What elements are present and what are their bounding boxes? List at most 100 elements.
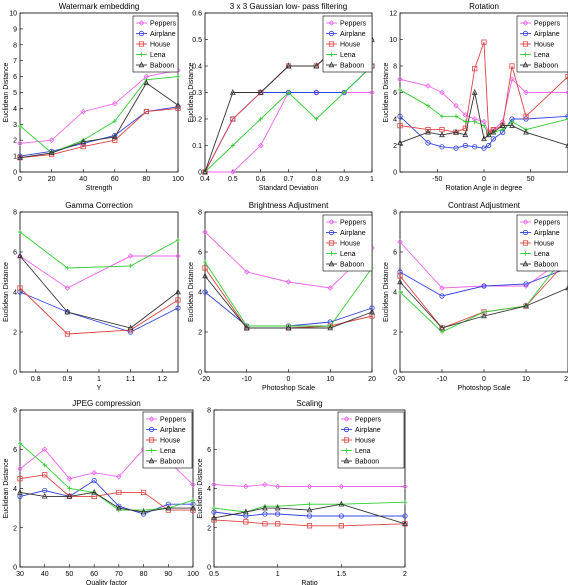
chart-title: Rotation: [469, 2, 499, 11]
data-point-baboon: [306, 506, 313, 513]
y-tick-label: 8: [393, 64, 397, 71]
legend-label: Airplane: [355, 427, 381, 434]
legend: Peppers Airplane House Lena Baboon: [516, 15, 568, 73]
data-point-lena: [453, 114, 459, 119]
y-tick-label: 4: [393, 117, 397, 124]
data-point-baboon: [80, 138, 87, 144]
chart-panel-8: Scaling 0 2 4 6 8 0.5 1 1.5 2 Ratio Euclidean Dista…: [197, 399, 408, 585]
y-tick-label: 8: [198, 210, 202, 217]
legend-marker: [522, 219, 529, 225]
data-point-lena: [258, 116, 263, 122]
data-point-peppers: [202, 229, 208, 235]
data-point-baboon: [64, 308, 71, 315]
data-point-airplane: [175, 305, 181, 311]
y-axis-label: Euclidean Distance: [188, 62, 195, 122]
y-tick-label: 10: [9, 11, 17, 18]
data-point-peppers: [285, 279, 292, 285]
data-point-lena: [211, 505, 217, 511]
series-line-baboon: [19, 255, 179, 329]
legend-label: House: [340, 42, 360, 49]
data-point-baboon: [425, 128, 431, 135]
y-tick-label: 4: [13, 486, 17, 493]
data-point-lena: [112, 118, 117, 124]
y-axis-label: Euclidean Distance: [3, 458, 10, 518]
legend: Peppers Airplane House Lena Baboon: [322, 15, 373, 73]
series-line-baboon: [19, 491, 193, 513]
data-point-lena: [402, 500, 408, 505]
data-point-baboon: [485, 131, 492, 138]
series-line-baboon: [213, 503, 406, 525]
legend-marker: [522, 229, 529, 236]
x-tick-label: 0.6: [256, 176, 266, 183]
x-tick-label: 10: [522, 376, 530, 383]
data-point-peppers: [190, 481, 196, 488]
y-tick-label: 2: [13, 330, 17, 337]
y-tick-label: 0: [13, 370, 17, 377]
data-point-airplane: [523, 281, 529, 287]
y-tick-label: 6: [393, 250, 397, 257]
data-point-airplane: [462, 142, 468, 149]
data-point-house: [175, 105, 181, 111]
data-point-airplane: [17, 289, 23, 295]
x-tick-label: 40: [79, 176, 87, 183]
series-line-lena: [19, 231, 179, 269]
data-point-peppers: [453, 102, 459, 109]
legend-label: Peppers: [340, 21, 367, 28]
series-line-peppers: [204, 231, 373, 289]
x-tick-label: 0: [287, 376, 291, 383]
legend-label: Peppers: [340, 220, 367, 227]
data-point-house: [397, 273, 403, 279]
data-point-baboon: [509, 122, 515, 128]
legend-marker: [343, 416, 350, 422]
legend-label: Airplane: [150, 31, 176, 38]
data-point-peppers: [48, 137, 55, 143]
x-axis-label: Ratio: [301, 580, 317, 585]
legend-marker: [522, 61, 529, 68]
data-point-airplane: [486, 142, 492, 149]
data-point-house: [462, 125, 468, 131]
data-point-house: [262, 521, 268, 527]
data-point-airplane: [402, 513, 408, 519]
x-tick-label: 1.2: [157, 376, 167, 383]
legend-marker: [148, 426, 155, 433]
legend: Peppers Airplane House Lena Baboon: [132, 15, 179, 73]
legend-marker: [343, 437, 350, 443]
data-point-lena: [472, 119, 477, 124]
legend-label: House: [340, 241, 360, 248]
x-tick-label: 70: [115, 571, 123, 578]
data-point-lena: [397, 289, 403, 295]
y-tick-label: 7: [13, 58, 17, 65]
legend-marker: [343, 457, 350, 464]
data-point-baboon: [48, 149, 55, 156]
data-point-airplane: [481, 283, 487, 289]
series-line-airplane: [399, 115, 568, 149]
chart-title: JPEG compression: [72, 399, 140, 408]
legend-marker: [149, 448, 154, 453]
data-point-peppers: [509, 76, 515, 83]
legend-marker: [328, 20, 335, 26]
series-line-airplane: [213, 511, 405, 517]
legend-marker: [522, 260, 529, 267]
x-axis-label: Standard Deviation: [259, 185, 319, 192]
x-tick-label: 0.9: [63, 376, 73, 383]
chart-panel-7: JPEG compression 0 2 4 6 8 30 40 50 60 70 80 90 100 Qu…: [3, 399, 199, 585]
data-point-baboon: [175, 101, 181, 108]
y-tick-label: 6: [13, 74, 17, 81]
legend-label: Peppers: [160, 417, 187, 424]
legend-marker: [139, 52, 144, 57]
x-tick-label: 100: [187, 571, 199, 578]
data-point-house: [243, 519, 249, 525]
chart-title: Watermark embedding: [59, 2, 140, 11]
legend-label: Lena: [340, 52, 356, 59]
series-line-house: [213, 519, 406, 527]
y-tick-label: 10: [389, 37, 397, 44]
x-axis-label: Rotation Angle in degree: [446, 185, 523, 192]
legend-marker: [138, 61, 145, 68]
data-point-baboon: [202, 168, 208, 175]
legend-label: House: [534, 241, 554, 248]
x-tick-label: 1.5: [336, 571, 346, 578]
y-tick-label: 8: [13, 42, 17, 49]
y-tick-label: 12: [389, 11, 397, 18]
data-point-peppers: [402, 483, 408, 490]
data-point-baboon: [66, 492, 73, 499]
